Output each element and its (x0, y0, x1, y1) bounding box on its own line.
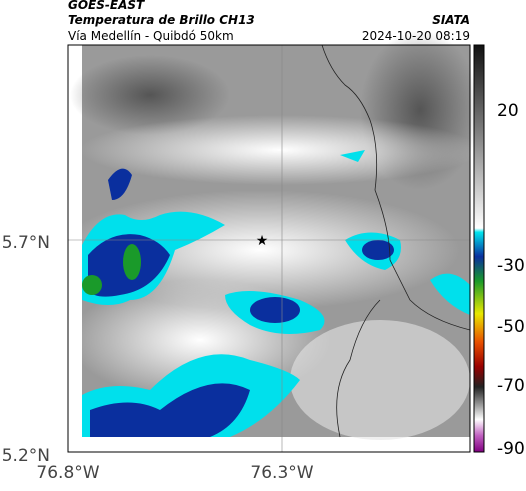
colorbar: 20 -30 -50 -70 -90 (473, 44, 525, 459)
product: Temperatura de Brillo CH13 (68, 13, 255, 27)
route: Vía Medellín - Quibdó 50km (68, 29, 234, 43)
lat-label: 5.2°N (2, 446, 50, 466)
colorbar-tick: -50 (497, 317, 525, 337)
colorbar-tick: -70 (497, 376, 525, 396)
svg-text:★: ★ (256, 233, 269, 249)
satellite: GOES-EAST (68, 0, 145, 12)
colorbar-tick: -30 (497, 256, 525, 276)
lat-label: 5.7°N (2, 233, 50, 253)
colorbar-tick: -90 (497, 439, 525, 459)
lon-label: 76.8°W (36, 463, 99, 483)
header: GOES-EAST Temperatura de Brillo CH13 Vía… (68, 0, 470, 43)
lon-label: 76.3°W (250, 463, 313, 483)
axis-labels: 5.7°N 5.2°N 76.8°W 76.3°W (2, 233, 314, 483)
map: ★ (60, 30, 480, 453)
source: SIATA (432, 13, 470, 27)
colorbar-tick: 20 (497, 101, 519, 121)
